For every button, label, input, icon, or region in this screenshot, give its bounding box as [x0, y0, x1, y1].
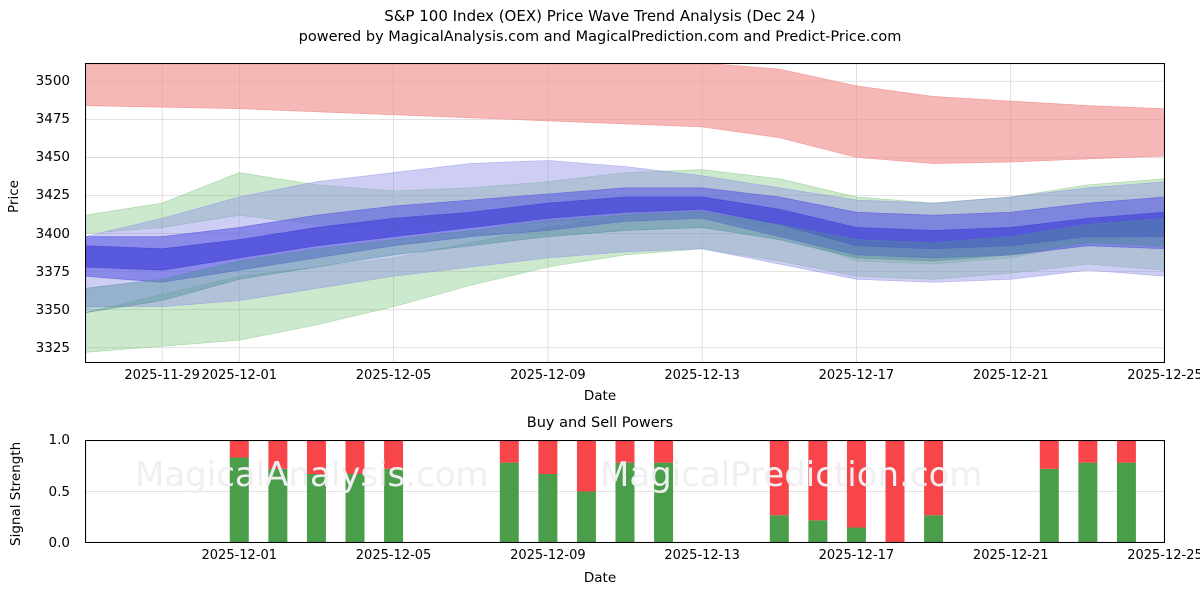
- upper-x-tick-label: 2025-12-21: [972, 368, 1049, 383]
- upper-y-tick-label: 3475: [35, 111, 70, 128]
- sell-power-bar: [1116, 440, 1136, 463]
- price-band-core-blue-band: [85, 187, 1165, 283]
- buy-power-bar: [384, 468, 404, 543]
- sell-power-bar: [1078, 440, 1098, 463]
- upper-y-tick-label: 3400: [35, 225, 70, 242]
- buy-power-bar: [576, 491, 596, 543]
- page-title: S&P 100 Index (OEX) Price Wave Trend Ana…: [384, 7, 816, 25]
- price-bands: [85, 63, 1165, 353]
- upper-x-tick-label: 2025-12-09: [510, 368, 586, 383]
- upper-x-tick-label: 2025-12-17: [818, 368, 895, 383]
- sell-power-bar: [229, 440, 249, 458]
- price-band-teal-overlap-band: [85, 211, 1165, 314]
- buy-power-bar: [846, 527, 866, 543]
- sell-power-bar: [885, 440, 905, 543]
- upper-x-tick-label: 2025-11-29: [124, 368, 200, 383]
- sell-power-bar: [576, 440, 596, 492]
- sell-power-bar: [808, 440, 828, 521]
- lower-x-axis-title: Date: [583, 570, 617, 586]
- upper-x-axis-title: Date: [583, 388, 617, 404]
- lower-y-tick-label: 0.0: [48, 535, 70, 551]
- price-wave-svg: [85, 63, 1165, 363]
- upper-x-axis-labels: 2025-11-29 2025-12-01 2025-12-05 2025-12-09…: [0, 368, 1200, 388]
- buy-power-bar: [306, 473, 326, 543]
- lower-y-tick-label: 1.0: [48, 432, 70, 448]
- sell-power-bar: [384, 440, 404, 469]
- upper-y-axis-labels: 3325 3350 3375 3400 3425 3450 3475 3500: [0, 63, 78, 363]
- buy-power-bar: [769, 515, 789, 543]
- price-band-light-blue-wide-band: [85, 160, 1165, 307]
- sell-power-bar: [345, 440, 365, 474]
- sell-power-bar: [846, 440, 866, 528]
- lower-x-axis-labels: 2025-12-01 2025-12-05 2025-12-09 2025-12-13…: [0, 548, 1200, 566]
- lower-chart-title: Buy and Sell Powers: [526, 415, 674, 431]
- buy-power-bar: [499, 462, 519, 543]
- sell-power-bar: [538, 440, 558, 474]
- upper-y-axis-title: Price: [6, 180, 22, 213]
- chart-title-block: S&P 100 Index (OEX) Price Wave Trend Ana…: [0, 6, 1200, 48]
- upper-y-tick-label: 3325: [35, 339, 70, 356]
- upper-y-tick-label: 3350: [35, 301, 70, 318]
- sell-power-bar: [769, 440, 789, 516]
- page-subtitle: powered by MagicalAnalysis.com and Magic…: [298, 29, 902, 45]
- buy-power-bar: [808, 520, 828, 543]
- sell-power-bar: [615, 440, 635, 463]
- lower-y-axis-title: Signal Strength: [8, 441, 24, 546]
- lower-x-tick-label: 2025-12-01: [201, 548, 278, 563]
- upper-x-tick-label: 2025-12-01: [201, 368, 278, 383]
- upper-x-tick-label: 2025-12-05: [355, 368, 432, 383]
- buy-sell-powers-plot: [85, 440, 1165, 543]
- buy-power-bar: [345, 473, 365, 543]
- sell-power-bar: [1039, 440, 1059, 469]
- lower-y-tick-label: 0.5: [48, 483, 70, 500]
- price-wave-plot: [85, 63, 1165, 363]
- lower-x-tick-label: 2025-12-13: [664, 548, 740, 563]
- sell-power-bar: [924, 440, 944, 516]
- buy-power-bar: [229, 457, 249, 543]
- lower-y-axis-labels: 0.0 0.5 1.0: [0, 432, 78, 551]
- upper-x-tick-label: 2025-12-13: [664, 368, 740, 383]
- buy-power-bar: [924, 515, 944, 543]
- lower-x-tick-label: 2025-12-05: [355, 548, 432, 563]
- upper-x-tick-label: 2025-12-25: [1127, 368, 1200, 383]
- upper-y-tick-label: 3450: [35, 149, 70, 166]
- sell-power-bar: [499, 440, 519, 463]
- sell-power-bar: [268, 440, 288, 469]
- buy-power-bar: [1039, 468, 1059, 543]
- price-band-dark-blue-core: [85, 196, 1165, 271]
- buy-power-bar: [1116, 462, 1136, 543]
- lower-x-tick-label: 2025-12-21: [972, 548, 1049, 563]
- price-band-resistance-red-band: [85, 63, 1165, 164]
- buy-power-bar: [538, 473, 558, 543]
- sell-power-bar: [654, 440, 674, 463]
- buy-power-bar: [1078, 462, 1098, 543]
- buy-power-bar: [268, 468, 288, 543]
- buy-power-bar: [615, 462, 635, 543]
- lower-x-tick-label: 2025-12-17: [818, 548, 895, 563]
- buy-power-bar: [654, 462, 674, 543]
- lower-x-tick-label: 2025-12-25: [1127, 548, 1200, 563]
- buy-sell-powers-svg: [85, 440, 1165, 543]
- upper-y-tick-label: 3425: [35, 187, 70, 204]
- sell-power-bar: [306, 440, 326, 474]
- upper-y-tick-label: 3500: [35, 73, 70, 90]
- lower-x-tick-label: 2025-12-09: [510, 548, 586, 563]
- upper-y-tick-label: 3375: [35, 263, 70, 280]
- signal-bars: [229, 440, 1136, 543]
